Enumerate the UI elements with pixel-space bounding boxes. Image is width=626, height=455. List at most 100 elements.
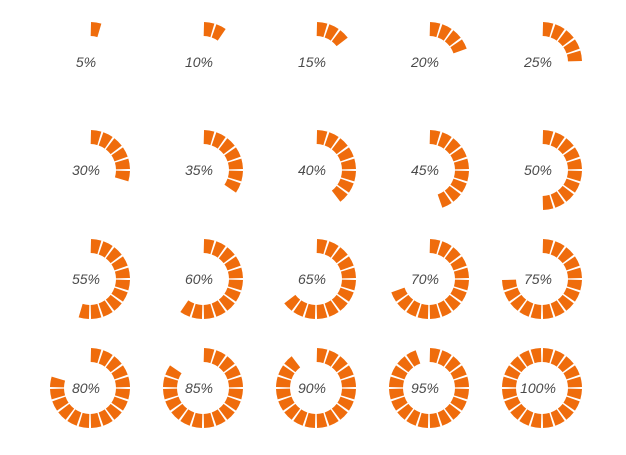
percentage-label: 50%: [524, 162, 552, 178]
ring-segment: [429, 22, 441, 38]
ring-segment: [98, 350, 113, 367]
percentage-label: 100%: [520, 380, 556, 396]
progress-ring-100: 100%: [502, 348, 582, 428]
ring-segment: [171, 403, 188, 420]
ring-segment: [502, 279, 518, 291]
ring-segment: [203, 412, 215, 428]
ring-segment: [224, 365, 241, 380]
ring-segment: [50, 388, 66, 400]
ring-segment: [437, 24, 452, 41]
ring-segment: [450, 365, 467, 380]
ring-segment: [437, 409, 452, 426]
progress-ring-65: 65%: [284, 239, 356, 319]
ring-segment: [52, 396, 69, 411]
ring-segment: [337, 178, 354, 193]
ring-segment: [566, 388, 582, 400]
ring-segment: [203, 130, 215, 146]
ring-segment: [224, 178, 241, 193]
ring-segment: [304, 303, 316, 319]
progress-ring-50: 50%: [524, 130, 582, 210]
ring-segment: [316, 303, 328, 319]
ring-segment: [563, 178, 580, 193]
ring-segment: [566, 279, 582, 291]
ring-segment: [550, 24, 565, 41]
ring-segment: [450, 39, 467, 54]
ring-segment: [397, 356, 414, 373]
ring-segment: [337, 365, 354, 380]
ring-segment: [114, 170, 130, 182]
ring-segment: [542, 194, 554, 210]
ring-segment: [563, 39, 580, 54]
ring-segment: [563, 147, 580, 162]
ring-segment: [550, 350, 565, 367]
ring-segment: [224, 396, 241, 411]
ring-segment: [331, 185, 348, 202]
ring-segment: [211, 24, 226, 41]
ring-segment: [227, 376, 243, 388]
ring-segment: [337, 256, 354, 271]
ring-segment: [444, 185, 461, 202]
ring-segment: [542, 303, 554, 319]
progress-ring-25: 25%: [523, 22, 582, 70]
ring-segment: [397, 403, 414, 420]
ring-segment: [397, 294, 414, 311]
ring-segment: [111, 287, 128, 302]
percentage-label: 15%: [298, 54, 326, 70]
ring-segment: [218, 403, 235, 420]
ring-segment: [340, 376, 356, 388]
ring-segment: [227, 170, 243, 182]
ring-segment: [519, 350, 534, 367]
ring-segment: [276, 388, 292, 400]
ring-segment: [450, 256, 467, 271]
ring-segment: [331, 403, 348, 420]
ring-segment: [114, 388, 130, 400]
ring-segment: [191, 303, 203, 319]
ring-segment: [67, 409, 82, 426]
ring-segment: [557, 356, 574, 373]
ring-segment: [550, 191, 565, 208]
ring-segment: [453, 170, 469, 182]
percentage-label: 35%: [185, 162, 213, 178]
percentage-label: 55%: [72, 271, 100, 287]
ring-segment: [557, 247, 574, 264]
ring-segment: [316, 130, 328, 146]
ring-segment: [324, 24, 339, 41]
ring-segment: [550, 300, 565, 317]
progress-ring-10: 10%: [185, 22, 226, 70]
ring-segment: [324, 300, 339, 317]
percentage-label: 95%: [411, 380, 439, 396]
ring-segment: [444, 294, 461, 311]
ring-segment: [444, 30, 461, 47]
ring-segment: [391, 287, 408, 302]
ring-segment: [542, 239, 554, 255]
ring-segment: [340, 170, 356, 182]
ring-segment: [406, 300, 421, 317]
ring-segment: [284, 294, 301, 311]
ring-segment: [542, 22, 554, 38]
ring-segment: [450, 396, 467, 411]
ring-segment: [276, 376, 292, 388]
ring-segment: [324, 350, 339, 367]
ring-segment: [50, 376, 66, 388]
ring-segment: [453, 376, 469, 388]
ring-segment: [278, 396, 295, 411]
ring-segment: [406, 350, 421, 367]
ring-segment: [165, 396, 182, 411]
ring-segment: [429, 412, 441, 428]
ring-segment: [293, 300, 308, 317]
ring-segment: [406, 409, 421, 426]
percentage-label: 20%: [410, 54, 439, 70]
ring-segment: [566, 170, 582, 182]
ring-segment: [504, 287, 521, 302]
ring-segment: [504, 396, 521, 411]
percentage-label: 65%: [298, 271, 326, 287]
ring-segment: [227, 279, 243, 291]
ring-segment: [98, 132, 113, 149]
ring-segment: [211, 350, 226, 367]
ring-segment: [58, 403, 75, 420]
ring-segment: [542, 348, 554, 364]
ring-segment: [444, 138, 461, 155]
ring-segment: [563, 396, 580, 411]
ring-segment: [111, 256, 128, 271]
ring-segment: [502, 376, 518, 388]
